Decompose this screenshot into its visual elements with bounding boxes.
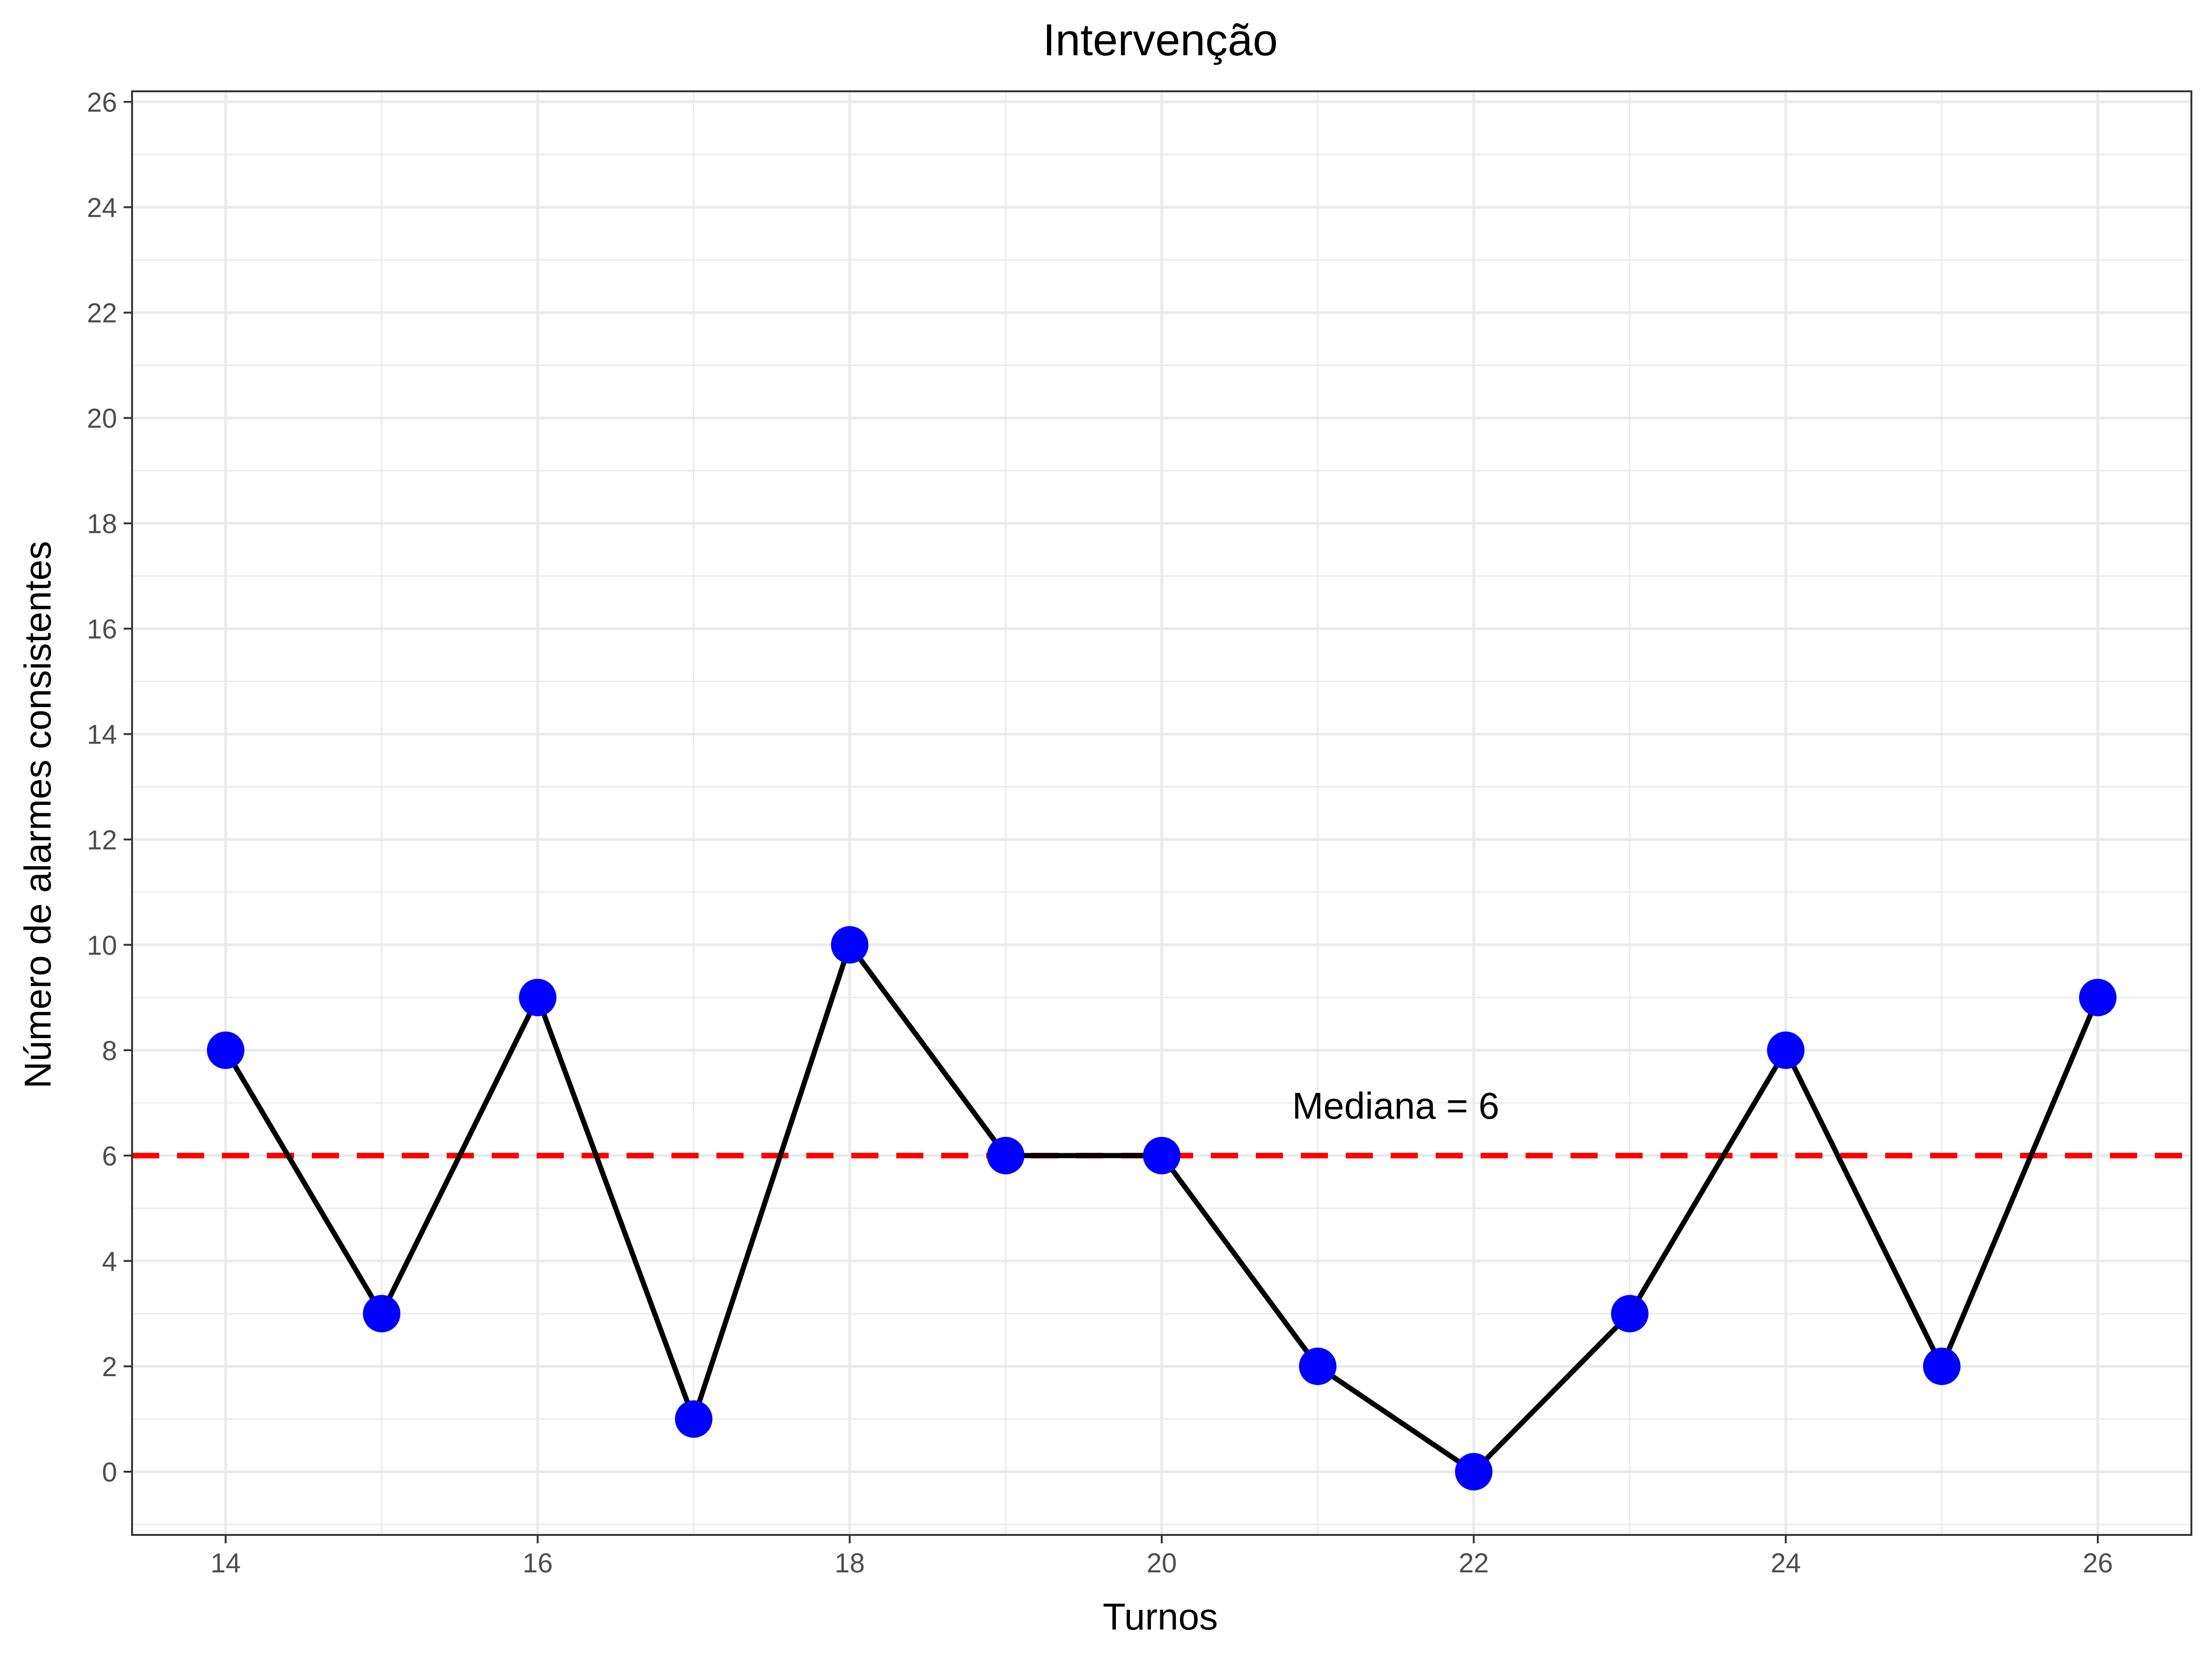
data-point bbox=[1455, 1453, 1493, 1490]
y-tick-label: 4 bbox=[102, 1246, 117, 1277]
y-tick-label: 8 bbox=[102, 1036, 117, 1066]
y-tick-label: 16 bbox=[87, 614, 117, 645]
x-axis-title: Turnos bbox=[1103, 1596, 1218, 1637]
data-point bbox=[1143, 1136, 1180, 1174]
x-tick-label: 18 bbox=[834, 1548, 865, 1578]
y-axis-title: Número de alarmes consistentes bbox=[17, 541, 59, 1088]
x-axis-ticks: 14 16 18 20 22 24 26 bbox=[211, 1535, 2113, 1578]
y-tick-label: 6 bbox=[102, 1141, 117, 1172]
y-tick-label: 22 bbox=[87, 298, 117, 329]
x-tick-label: 16 bbox=[523, 1548, 553, 1578]
y-tick-label: 24 bbox=[87, 193, 117, 223]
x-tick-label: 24 bbox=[1770, 1548, 1801, 1578]
data-point bbox=[363, 1295, 401, 1333]
data-point bbox=[1923, 1347, 1961, 1385]
x-tick-label: 20 bbox=[1147, 1548, 1177, 1578]
data-point bbox=[206, 1031, 244, 1069]
y-tick-label: 18 bbox=[87, 509, 117, 539]
chart-title: Intervenção bbox=[1043, 15, 1278, 65]
data-point bbox=[1611, 1295, 1649, 1333]
data-point bbox=[519, 979, 557, 1017]
grid bbox=[132, 91, 2191, 1535]
y-tick-label: 26 bbox=[87, 88, 117, 118]
y-tick-label: 14 bbox=[87, 720, 117, 750]
y-tick-label: 12 bbox=[87, 825, 117, 855]
data-point bbox=[675, 1400, 713, 1438]
median-label: Mediana = 6 bbox=[1292, 1085, 1499, 1127]
x-tick-label: 14 bbox=[211, 1548, 241, 1578]
data-point bbox=[1299, 1347, 1337, 1385]
data-point bbox=[831, 926, 869, 964]
y-tick-label: 0 bbox=[102, 1457, 117, 1488]
y-tick-label: 20 bbox=[87, 404, 117, 434]
y-tick-label: 10 bbox=[87, 930, 117, 961]
x-tick-label: 22 bbox=[1459, 1548, 1489, 1578]
series-layer bbox=[206, 926, 2117, 1490]
data-point bbox=[2079, 979, 2117, 1017]
y-tick-label: 2 bbox=[102, 1352, 117, 1382]
data-point bbox=[1767, 1031, 1805, 1069]
data-point bbox=[987, 1136, 1025, 1174]
x-tick-label: 26 bbox=[2083, 1548, 2113, 1578]
